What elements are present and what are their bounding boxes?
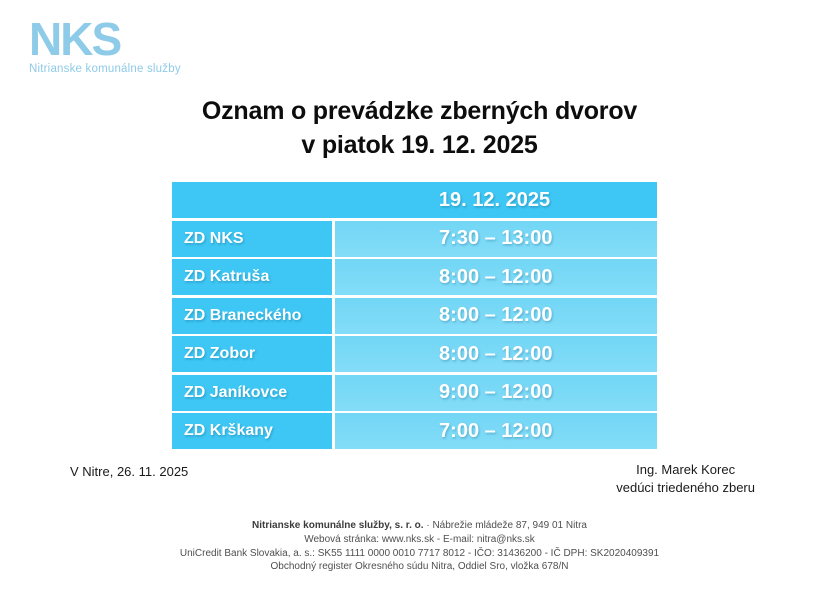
- table-row-label: ZD Janíkovce: [172, 374, 332, 411]
- table-row-hours: 8:00 – 12:00: [334, 336, 657, 372]
- signer-role: vedúci triedeného zberu: [616, 479, 755, 495]
- signer-name: Ing. Marek Korec: [636, 462, 736, 477]
- footer-line2: Webová stránka: www.nks.sk - E-mail: nit…: [304, 533, 535, 545]
- table-row-hours: 8:00 – 12:00: [334, 259, 657, 295]
- table-row-label: ZD NKS: [172, 220, 332, 257]
- table-row-label: ZD Katruša: [172, 259, 332, 295]
- table-header-date: 19. 12. 2025: [438, 188, 551, 211]
- footer-line1: Nitrianske komunálne služby, s. r. o. · …: [0, 519, 839, 533]
- page-title-line1: Oznam o prevádzke zberných dvorov: [201, 97, 638, 125]
- table-header-row: 19. 12. 2025: [172, 182, 657, 218]
- schedule-table: 19. 12. 2025 ZD NKS 7:30 – 13:00 ZD Katr…: [172, 182, 657, 449]
- footer-address: · Nábrežie mládeže 87, 949 01 Nitra: [423, 520, 587, 531]
- page-title-line2: v piatok 19. 12. 2025: [301, 131, 538, 159]
- footer-line4: Obchodný register Okresného súdu Nitra, …: [270, 561, 569, 573]
- table-row-hours: 7:00 – 12:00: [334, 413, 657, 449]
- table-row-hours: 8:00 – 12:00: [334, 297, 657, 334]
- table-row-hours: 7:30 – 13:00: [334, 220, 657, 257]
- place-and-date: V Nitre, 26. 11. 2025: [70, 464, 189, 479]
- nks-logo-subtitle: Nitrianske komunálne služby: [29, 63, 181, 75]
- nks-logo: NKS Nitrianske komunálne služby: [29, 16, 181, 75]
- page-title: Oznam o prevádzke zberných dvorov v piat…: [0, 94, 839, 162]
- table-row-label: ZD Zobor: [172, 336, 332, 372]
- table-row-label: ZD Braneckého: [172, 297, 332, 334]
- table-row-label: ZD Krškany: [172, 413, 332, 449]
- nks-logo-text: NKS: [29, 13, 122, 65]
- footer-company-name: Nitrianske komunálne služby, s. r. o.: [252, 520, 424, 531]
- footer-line3: UniCredit Bank Slovakia, a. s.: SK55 111…: [179, 547, 660, 559]
- company-footer: Nitrianske komunálne služby, s. r. o. · …: [0, 519, 839, 574]
- table-row-hours: 9:00 – 12:00: [334, 374, 657, 411]
- signature-block: Ing. Marek Korec vedúci triedeného zberu: [616, 461, 755, 496]
